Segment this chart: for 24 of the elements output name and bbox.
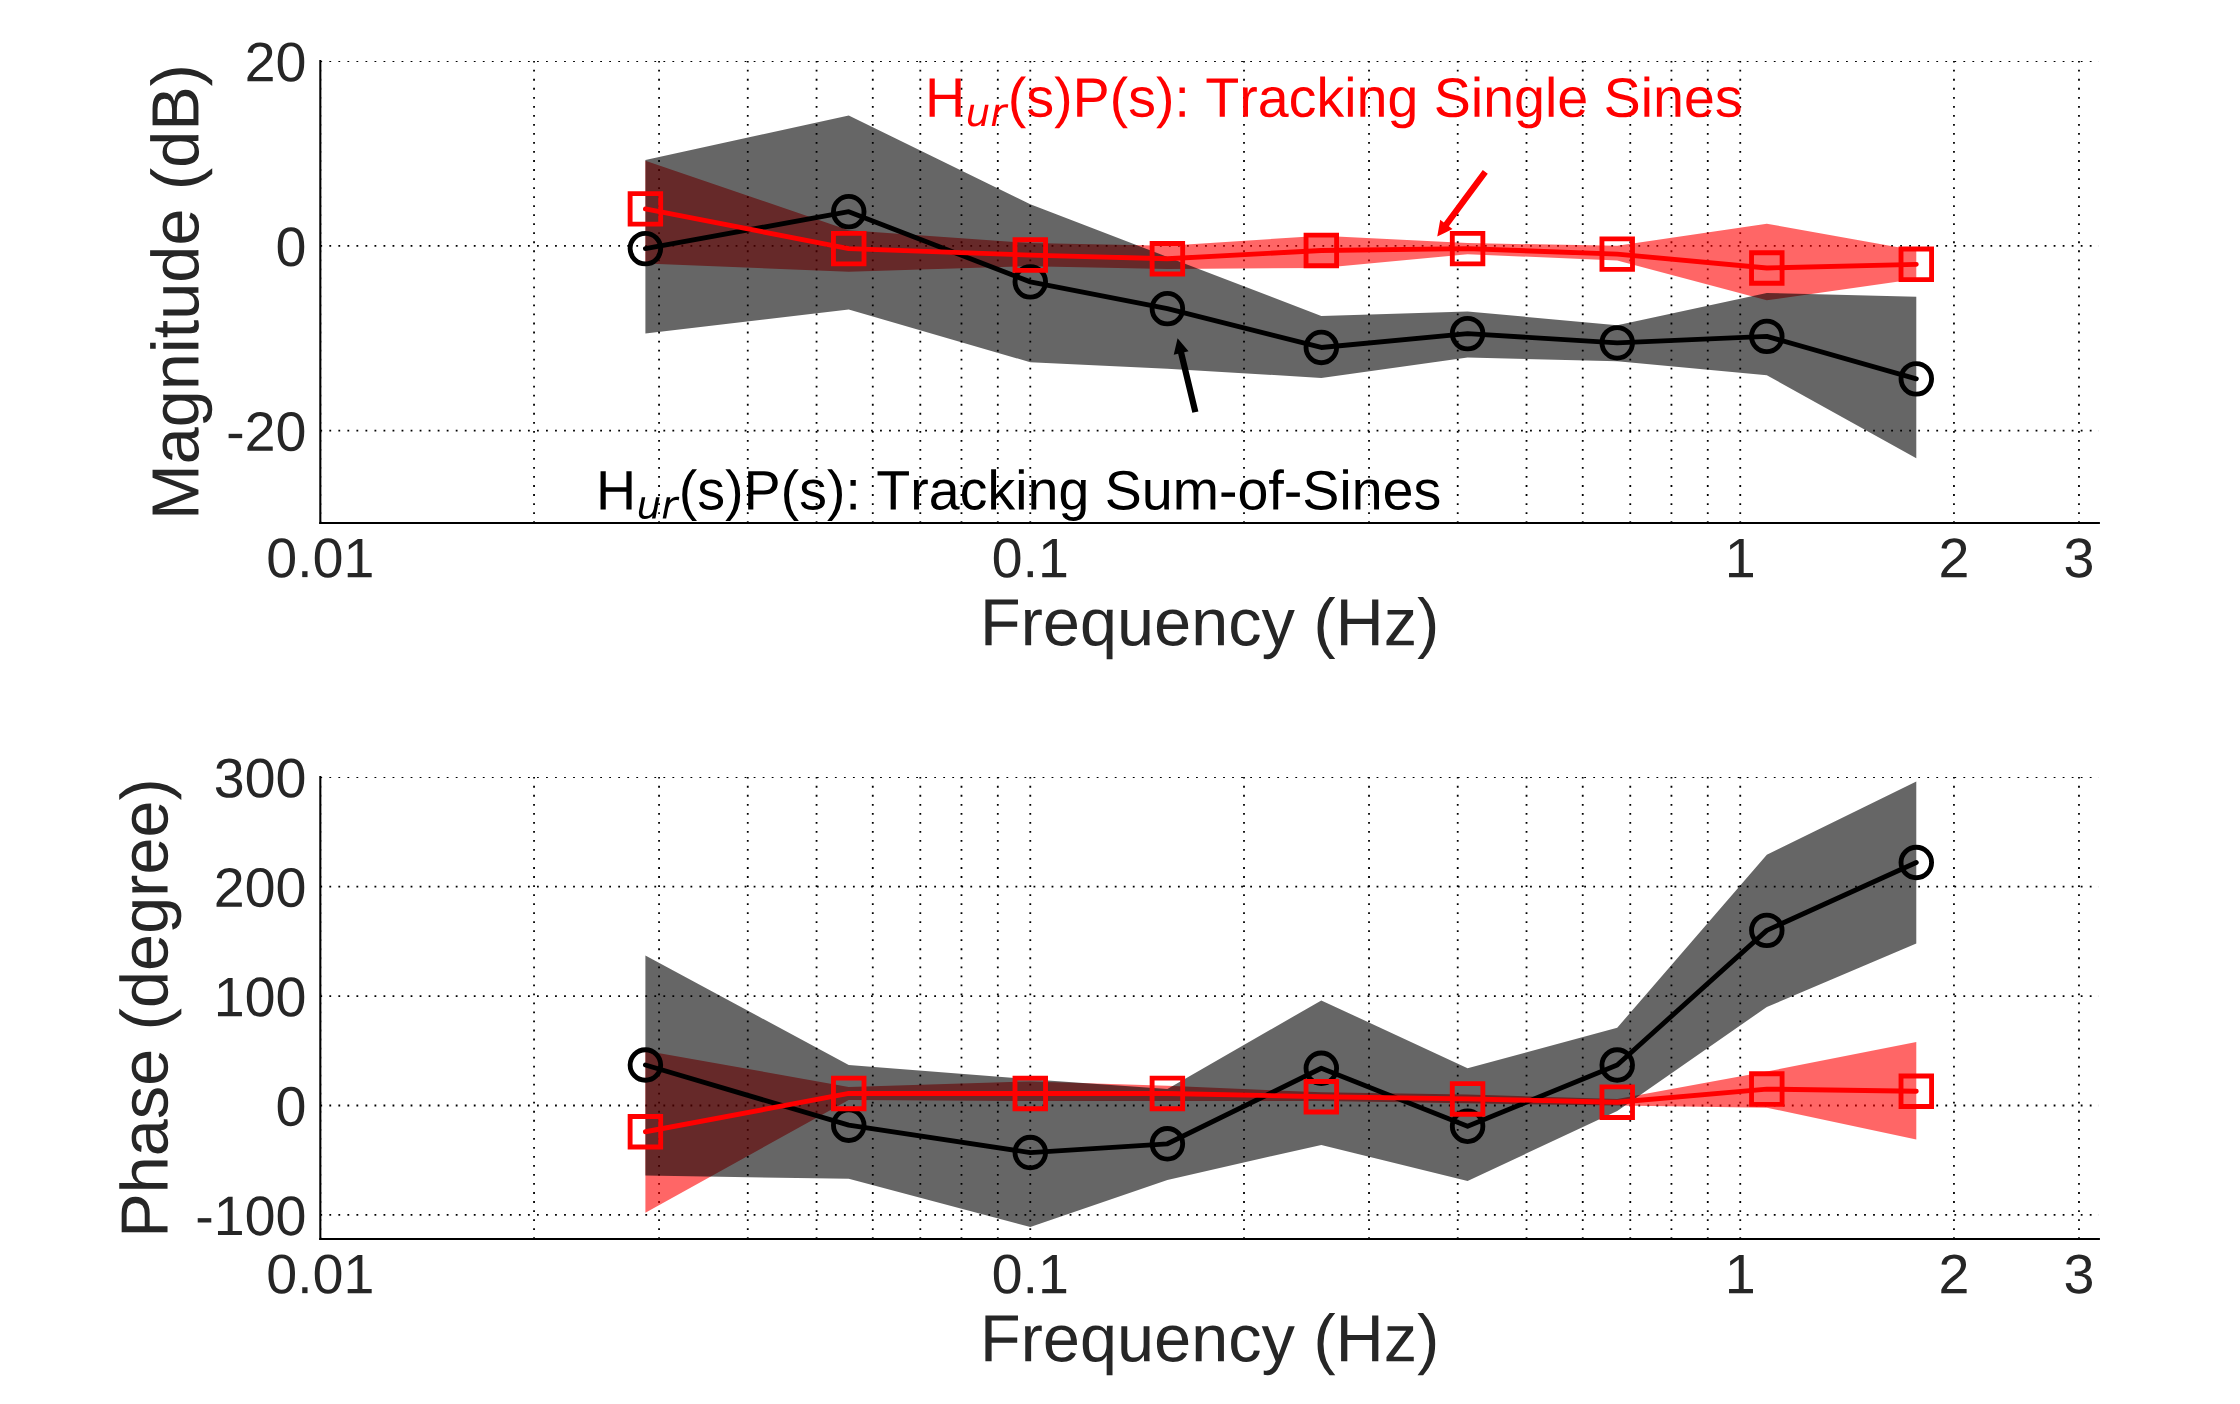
- y-tick-label: 100: [217, 977, 305, 1017]
- y-tick-label: 300: [215, 758, 305, 798]
- annotation: H$_{ur}$(s)P(s): Tracking Single Sines: [929, 76, 1741, 129]
- x-tick-label: 1: [1729, 538, 1753, 578]
- y-tick-label: 200: [216, 867, 305, 908]
- x-tick-label: 1: [1729, 1254, 1753, 1294]
- annotation: H$_{ur}$(s)P(s): Tracking Sum-of-Sines: [600, 469, 1440, 521]
- x-tick-label: 0.1: [993, 1254, 1067, 1294]
- x-tick-label: 0.01: [268, 1254, 372, 1294]
- y-tick-label: -100: [197, 1196, 305, 1236]
- y-tick-label: 0: [277, 227, 305, 267]
- x-tick-label: 0.01: [268, 538, 372, 578]
- x-tick-label: 3: [2065, 538, 2092, 578]
- x-axis-title: Frequency (Hz): [985, 597, 1436, 660]
- y-tick-label: 20: [247, 42, 305, 82]
- x-tick-label: 2: [1941, 1254, 1967, 1294]
- y-axis-title: Magnitude (dB): [150, 68, 213, 515]
- x-tick-label: 3: [2065, 1254, 2092, 1294]
- y-axis-title: Phase (degree): [119, 782, 182, 1233]
- x-tick-label: 0.1: [993, 538, 1067, 578]
- y-tick-label: -20: [228, 411, 305, 452]
- x-axis-title: Frequency (Hz): [985, 1313, 1436, 1376]
- y-tick-label: 0: [277, 1086, 305, 1127]
- x-tick-label: 2: [1941, 538, 1967, 578]
